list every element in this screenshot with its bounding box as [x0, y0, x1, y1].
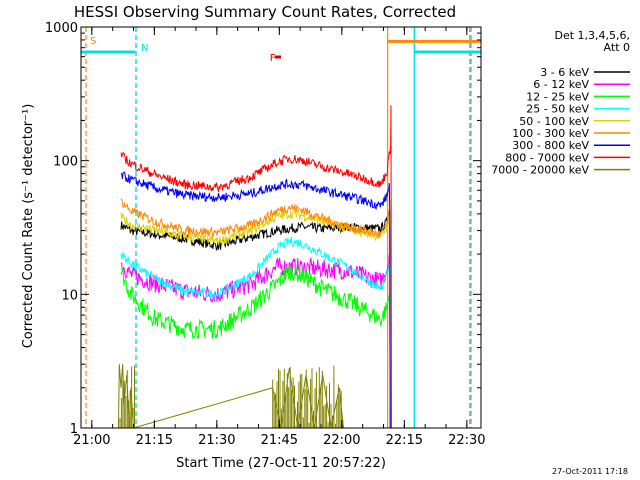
annotation-label-f: F — [270, 53, 276, 64]
legend-entry-300-800-kev: 300 - 800 keV — [512, 139, 589, 152]
legend-entry-6-12-kev: 6 - 12 keV — [533, 78, 589, 91]
legend-entry-12-25-kev: 12 - 25 keV — [526, 90, 589, 103]
series-line-6-12-kev — [120, 254, 391, 428]
series-line-25-50-kev — [120, 237, 391, 428]
x-tick-label-2230: 22:30 — [448, 433, 485, 448]
y-axis-label: Corrected Count Rate (s⁻¹ detector⁻¹) — [21, 104, 36, 349]
x-axis-label: Start Time (27-Oct-11 20:57:22) — [176, 456, 386, 471]
y-tick-label-1: 1 — [70, 422, 78, 437]
legend-entry-3-6-kev: 3 - 6 keV — [540, 66, 589, 79]
legend-entry-100-300-kev: 100 - 300 keV — [512, 127, 589, 140]
series-line-300-800-kev — [120, 171, 391, 428]
series-line-7000-20000-kev — [118, 364, 344, 428]
x-tick-label-2130: 21:30 — [198, 433, 235, 448]
legend-entry-800-7000-kev: 800 - 7000 keV — [505, 151, 589, 164]
x-tick-label-2200: 22:00 — [323, 433, 360, 448]
annotation-label-s: S — [90, 36, 96, 47]
chart-title: HESSI Observing Summary Count Rates, Cor… — [74, 3, 456, 21]
legend-header-line-2: Att 0 — [604, 41, 630, 54]
y-tick-label-100: 100 — [53, 155, 78, 170]
legend-entry-7000-20000-kev: 7000 - 20000 keV — [491, 164, 589, 177]
series-line-50-100-kev — [120, 208, 391, 428]
legend-header-line-1: Det 1,3,4,5,6, — [554, 29, 630, 42]
annotation-label-n: N — [141, 43, 148, 54]
x-tick-label-2115: 21:15 — [136, 433, 173, 448]
legend-entry-50-100-kev: 50 - 100 keV — [519, 115, 589, 128]
y-tick-label-10: 10 — [61, 288, 78, 303]
legend-entry-25-50-kev: 25 - 50 keV — [526, 103, 589, 116]
y-tick-label-1000: 1000 — [45, 21, 78, 36]
series-line-800-7000-kev — [120, 105, 392, 428]
x-tick-label-2145: 21:45 — [261, 433, 298, 448]
plot-clip-group — [81, 27, 481, 428]
footer-timestamp: 27-Oct-2011 17:18 — [552, 467, 628, 476]
series-line-100-300-kev — [120, 198, 391, 428]
series-line-12-25-kev — [120, 263, 391, 428]
axes-frame — [80, 26, 482, 429]
plot-area: S N F 1 10 100 1000 21:00 21:15 21:30 21:45 22:00 22… — [45, 21, 486, 448]
x-tick-label-2215: 22:15 — [386, 433, 423, 448]
x-tick-label-2100: 21:00 — [73, 433, 110, 448]
